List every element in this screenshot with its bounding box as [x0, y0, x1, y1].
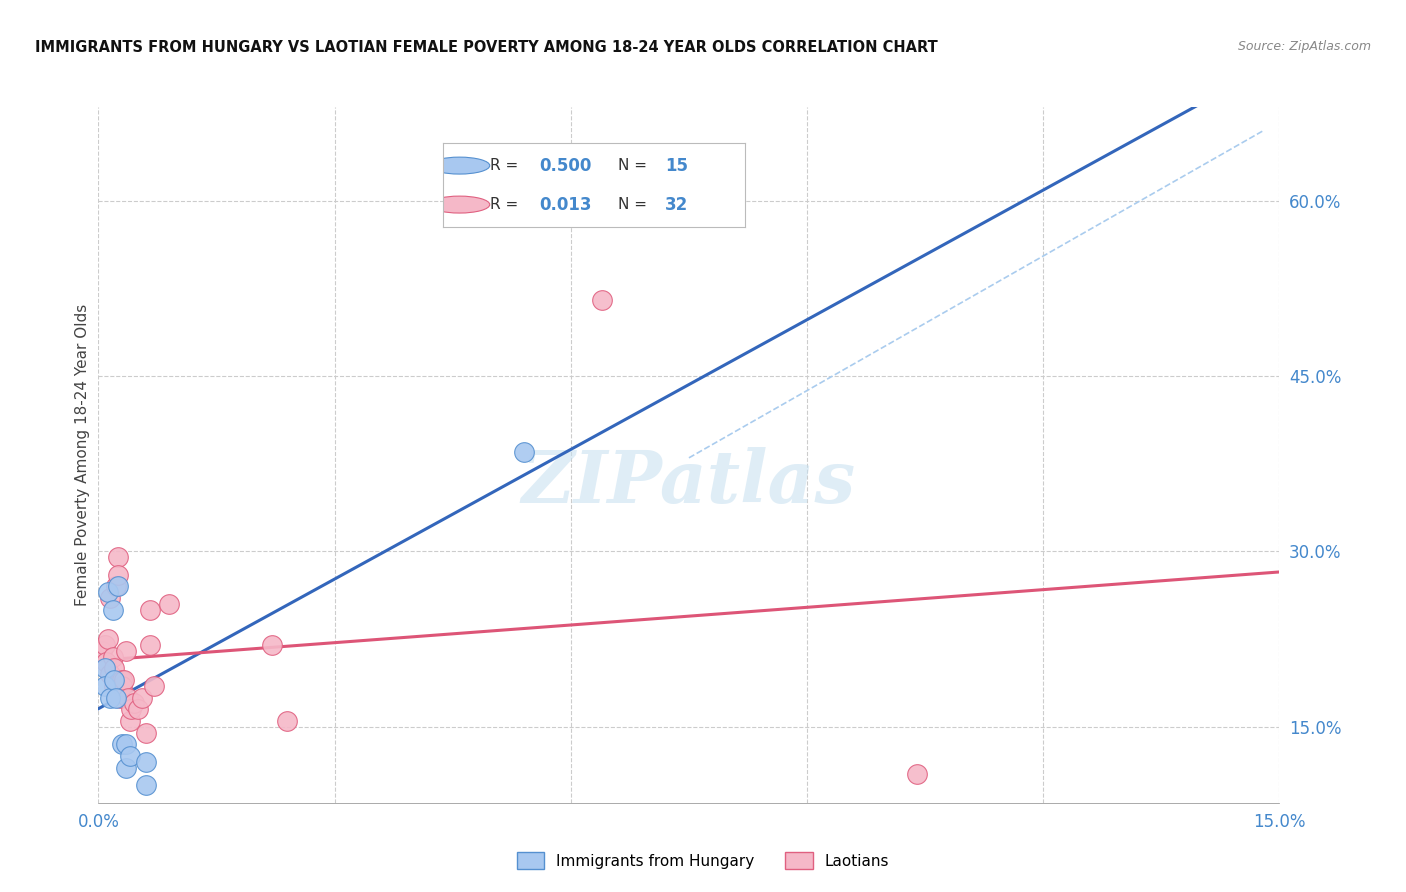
Point — [135, 778, 157, 792]
Point — [122, 697, 145, 711]
Circle shape — [429, 157, 489, 174]
Point — [107, 579, 129, 593]
Point — [97, 632, 120, 646]
Point — [115, 761, 138, 775]
Point — [111, 679, 134, 693]
Point — [127, 702, 149, 716]
Point — [107, 550, 129, 565]
Point — [138, 638, 160, 652]
Point — [93, 661, 115, 675]
Text: 15: 15 — [665, 157, 688, 175]
Point — [115, 737, 138, 751]
Point — [93, 638, 115, 652]
Text: R =: R = — [489, 197, 517, 212]
Point — [111, 673, 134, 687]
Point — [118, 714, 141, 728]
Point — [91, 644, 114, 658]
Point — [96, 656, 118, 670]
Point — [121, 702, 143, 716]
Text: ZIPatlas: ZIPatlas — [522, 447, 856, 518]
Point — [157, 597, 180, 611]
Point — [98, 591, 121, 606]
Text: 32: 32 — [665, 195, 689, 213]
Y-axis label: Female Poverty Among 18-24 Year Olds: Female Poverty Among 18-24 Year Olds — [75, 304, 90, 606]
Point — [110, 690, 132, 705]
Point — [115, 644, 138, 658]
Point — [103, 679, 125, 693]
Point — [103, 673, 125, 687]
Point — [276, 714, 298, 728]
Circle shape — [429, 196, 489, 213]
Point — [131, 690, 153, 705]
Point — [104, 579, 127, 593]
Point — [111, 737, 134, 751]
Point — [93, 679, 115, 693]
Point — [905, 766, 928, 780]
Legend: Immigrants from Hungary, Laotians: Immigrants from Hungary, Laotians — [510, 846, 896, 875]
Point — [101, 649, 124, 664]
Point — [260, 638, 283, 652]
Point — [107, 567, 129, 582]
Text: 0.500: 0.500 — [540, 157, 592, 175]
Point — [591, 293, 613, 307]
Point — [98, 667, 121, 681]
Point — [512, 445, 534, 459]
Point — [117, 690, 139, 705]
Point — [104, 690, 127, 705]
Text: N =: N = — [619, 158, 647, 173]
Point — [112, 673, 135, 687]
Point — [135, 755, 157, 769]
Point — [101, 603, 124, 617]
Point — [142, 679, 165, 693]
Point — [98, 690, 121, 705]
Point — [97, 585, 120, 599]
Point — [135, 725, 157, 739]
Point — [138, 603, 160, 617]
Point — [103, 661, 125, 675]
Text: 0.013: 0.013 — [540, 195, 592, 213]
Text: N =: N = — [619, 197, 647, 212]
Text: Source: ZipAtlas.com: Source: ZipAtlas.com — [1237, 40, 1371, 54]
Text: R =: R = — [489, 158, 517, 173]
Text: IMMIGRANTS FROM HUNGARY VS LAOTIAN FEMALE POVERTY AMONG 18-24 YEAR OLDS CORRELAT: IMMIGRANTS FROM HUNGARY VS LAOTIAN FEMAL… — [35, 40, 938, 55]
Point — [118, 749, 141, 764]
